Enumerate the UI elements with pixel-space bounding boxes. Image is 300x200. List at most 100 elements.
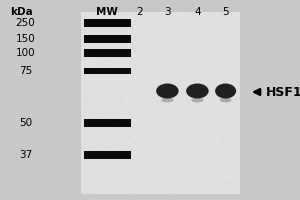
Point — [119, 122, 124, 125]
Point — [233, 102, 238, 105]
Point — [161, 22, 166, 26]
Point — [100, 126, 104, 129]
Point — [130, 116, 135, 119]
Point — [116, 38, 121, 42]
Point — [185, 53, 190, 56]
Point — [218, 151, 222, 155]
Point — [88, 28, 93, 31]
Point — [238, 136, 242, 139]
Point — [225, 88, 230, 91]
Point — [227, 136, 232, 139]
Point — [131, 84, 136, 87]
Point — [182, 22, 187, 26]
Point — [162, 58, 167, 61]
Point — [151, 152, 156, 155]
Point — [193, 40, 197, 43]
Point — [155, 93, 160, 96]
Point — [196, 52, 201, 55]
Point — [236, 96, 241, 99]
Point — [155, 148, 160, 151]
Point — [181, 99, 185, 102]
Point — [167, 85, 172, 88]
Point — [204, 146, 209, 149]
Point — [94, 158, 99, 161]
Point — [138, 14, 143, 17]
Point — [189, 51, 194, 54]
Point — [84, 60, 89, 63]
Point — [127, 119, 131, 122]
Point — [194, 105, 198, 108]
Point — [230, 92, 235, 95]
Point — [217, 143, 222, 146]
Point — [229, 180, 234, 183]
Point — [194, 64, 199, 68]
Point — [191, 34, 196, 37]
Point — [80, 165, 84, 168]
Point — [224, 31, 229, 35]
Point — [120, 84, 124, 87]
Point — [202, 38, 206, 41]
Point — [228, 26, 232, 29]
Point — [225, 114, 230, 117]
Point — [99, 23, 104, 26]
Point — [170, 151, 175, 155]
Point — [118, 186, 123, 189]
Point — [179, 91, 184, 95]
Point — [164, 49, 169, 52]
Point — [94, 25, 99, 29]
Point — [201, 149, 206, 153]
Point — [159, 81, 164, 84]
Point — [166, 144, 171, 147]
Point — [99, 35, 104, 38]
Point — [231, 192, 236, 195]
Point — [229, 164, 234, 167]
Point — [178, 58, 182, 61]
Point — [128, 53, 132, 56]
Point — [215, 47, 220, 50]
Point — [82, 70, 87, 73]
Point — [236, 36, 240, 40]
Point — [137, 163, 142, 166]
Point — [216, 26, 221, 29]
Point — [206, 70, 211, 73]
Point — [92, 140, 96, 144]
Point — [114, 58, 119, 62]
Point — [209, 166, 214, 170]
Point — [79, 71, 84, 74]
Point — [184, 29, 189, 32]
Point — [178, 59, 183, 62]
Point — [161, 134, 166, 137]
Point — [129, 190, 134, 193]
Point — [169, 100, 174, 104]
Point — [154, 34, 159, 37]
Point — [238, 131, 242, 134]
Point — [167, 135, 172, 139]
Point — [154, 79, 158, 82]
Point — [130, 80, 135, 83]
Point — [136, 24, 141, 27]
Point — [193, 91, 198, 94]
Point — [201, 46, 206, 49]
Point — [168, 39, 173, 42]
Point — [231, 150, 236, 154]
Point — [172, 111, 177, 114]
Point — [161, 114, 166, 117]
Point — [132, 66, 137, 69]
Bar — [84, 49, 130, 57]
Point — [112, 36, 116, 39]
Point — [97, 86, 101, 89]
Point — [204, 91, 208, 94]
Point — [80, 148, 85, 151]
Point — [226, 137, 231, 141]
Point — [136, 21, 141, 24]
Point — [236, 164, 241, 167]
Point — [155, 65, 160, 68]
Point — [213, 48, 218, 52]
Point — [99, 140, 104, 143]
Point — [121, 156, 126, 159]
Point — [125, 17, 130, 20]
Point — [224, 114, 229, 117]
Point — [100, 67, 105, 70]
Point — [207, 61, 212, 64]
Point — [111, 156, 116, 159]
